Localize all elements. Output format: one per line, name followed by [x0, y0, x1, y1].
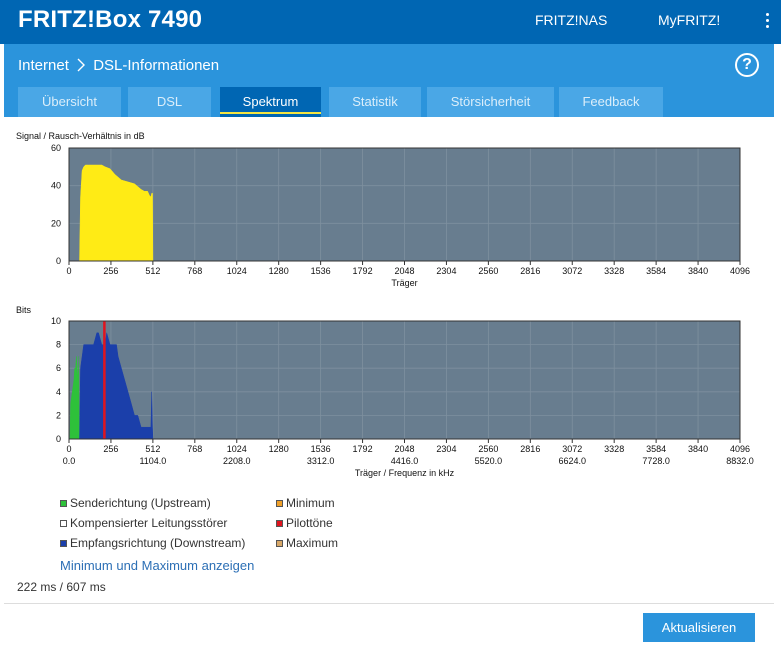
x-tick-label: 4096 — [730, 444, 750, 454]
x-tick-label: 256 — [103, 266, 118, 276]
x-tick-label: 3840 — [688, 444, 708, 454]
x-tick-label: 3072 — [562, 266, 582, 276]
legend-compensated: Kompensierter Leitungsstörer — [60, 516, 227, 530]
fritz-nas-link[interactable]: FRITZ!NAS — [535, 12, 608, 28]
x-tick-label: 2304 — [436, 266, 456, 276]
x-tick-label: 3072 — [562, 444, 582, 454]
snr-chart-title: Signal / Rausch-Verhältnis in dB — [16, 131, 145, 141]
y-tick-label: 0 — [56, 256, 61, 266]
tab-uebersicht[interactable]: Übersicht — [18, 87, 121, 117]
x-axis-label: Träger / Frequenz in kHz — [355, 468, 455, 478]
chevron-right-icon — [77, 58, 86, 72]
bits-chart-title: Bits — [16, 305, 32, 315]
plot-border — [68, 147, 741, 262]
main-content: Signal / Rausch-Verhältnis in dB 0 256 512… — [4, 117, 774, 603]
legend-pilottoene: Pilottöne — [276, 516, 333, 530]
x-tick-label: 0 — [66, 444, 71, 454]
x-secondary-tick-label: 0.0 — [63, 456, 76, 466]
x-tick-label: 2816 — [520, 266, 540, 276]
legend-swatch — [60, 500, 67, 507]
legend-swatch — [276, 520, 283, 527]
x-tick-label: 512 — [145, 444, 160, 454]
x-secondary-tick-label: 3312.0 — [307, 456, 335, 466]
x-tick-label: 1024 — [227, 444, 247, 454]
x-tick-label: 2816 — [520, 444, 540, 454]
y-tick-label: 40 — [51, 181, 61, 191]
tab-dsl[interactable]: DSL — [128, 87, 211, 117]
x-tick-label: 256 — [103, 444, 118, 454]
x-secondary-tick-label: 1104.0 — [139, 456, 166, 466]
sub-header: Internet DSL-Informationen ? Übersicht D… — [4, 44, 774, 117]
x-tick-label: 768 — [187, 444, 202, 454]
breadcrumb-dsl-informationen: DSL-Informationen — [93, 57, 220, 74]
timing-text: 222 ms / 607 ms — [17, 580, 106, 594]
x-axis-label: Träger — [391, 278, 417, 288]
x-secondary-tick-label: 4416.0 — [391, 456, 419, 466]
x-secondary-tick-label: 5520.0 — [475, 456, 503, 466]
x-tick-label: 1024 — [227, 266, 247, 276]
x-tick-label: 2048 — [394, 266, 414, 276]
tab-statistik[interactable]: Statistik — [329, 87, 421, 117]
x-tick-label: 512 — [145, 266, 160, 276]
series-area — [79, 164, 154, 262]
x-tick-label: 0 — [66, 266, 71, 276]
myfritz-link[interactable]: MyFRITZ! — [658, 12, 721, 28]
legend-swatch — [60, 540, 67, 547]
legend-minimum: Minimum — [276, 496, 335, 510]
series-area — [69, 356, 80, 440]
x-tick-label: 768 — [187, 266, 202, 276]
breadcrumb-internet[interactable]: Internet — [18, 57, 69, 74]
x-tick-label: 2560 — [478, 444, 498, 454]
y-tick-label: 60 — [51, 143, 61, 153]
y-tick-label: 2 — [56, 410, 61, 420]
y-tick-label: 6 — [56, 363, 61, 373]
top-bar: FRITZ!Box 7490 FRITZ!NAS MyFRITZ! — [0, 0, 781, 44]
footer-bar: Aktualisieren — [4, 603, 774, 651]
breadcrumb: Internet DSL-Informationen — [18, 57, 219, 74]
tab-stoersicherheit[interactable]: Störsicherheit — [427, 87, 554, 117]
x-tick-label: 2304 — [436, 444, 456, 454]
x-tick-label: 3840 — [688, 266, 708, 276]
snr-chart: 0 256 512 768 1024 1280 1536 1792 2048 2304 2560 28… — [51, 143, 750, 288]
y-tick-label: 4 — [56, 387, 61, 397]
x-tick-label: 1536 — [311, 444, 331, 454]
x-secondary-tick-label: 2208.0 — [223, 456, 251, 466]
x-tick-label: 3584 — [646, 444, 666, 454]
legend-swatch — [60, 520, 67, 527]
y-tick-label: 20 — [51, 218, 61, 228]
x-tick-label: 1536 — [311, 266, 331, 276]
legend-downstream: Empfangsrichtung (Downstream) — [60, 536, 245, 550]
x-tick-label: 3584 — [646, 266, 666, 276]
show-min-max-link[interactable]: Minimum und Maximum anzeigen — [60, 558, 255, 573]
legend-maximum: Maximum — [276, 536, 338, 550]
kebab-menu-icon[interactable] — [764, 10, 772, 30]
x-tick-label: 1280 — [269, 266, 289, 276]
y-tick-label: 0 — [56, 434, 61, 444]
bits-chart: 0 256 512 768 1024 1280 1536 1792 2048 2304 2560 28… — [51, 316, 754, 478]
x-secondary-tick-label: 6624.0 — [558, 456, 586, 466]
brand-title: FRITZ!Box 7490 — [18, 6, 203, 33]
x-secondary-tick-label: 8832.0 — [726, 456, 754, 466]
x-tick-label: 1792 — [353, 266, 373, 276]
x-tick-label: 1792 — [353, 444, 373, 454]
legend-swatch — [276, 540, 283, 547]
legend-swatch — [276, 500, 283, 507]
x-tick-label: 3328 — [604, 444, 624, 454]
series-area — [79, 332, 154, 440]
x-tick-label: 2048 — [394, 444, 414, 454]
refresh-button[interactable]: Aktualisieren — [643, 613, 755, 642]
plot-border — [68, 320, 741, 440]
x-secondary-tick-label: 7728.0 — [642, 456, 670, 466]
help-icon[interactable]: ? — [735, 53, 759, 77]
x-tick-label: 4096 — [730, 266, 750, 276]
tab-feedback[interactable]: Feedback — [559, 87, 663, 117]
x-tick-label: 2560 — [478, 266, 498, 276]
x-tick-label: 3328 — [604, 266, 624, 276]
y-tick-label: 10 — [51, 316, 61, 326]
legend-upstream: Senderichtung (Upstream) — [60, 496, 211, 510]
y-tick-label: 8 — [56, 340, 61, 350]
x-tick-label: 1280 — [269, 444, 289, 454]
tab-spektrum[interactable]: Spektrum — [220, 87, 321, 117]
